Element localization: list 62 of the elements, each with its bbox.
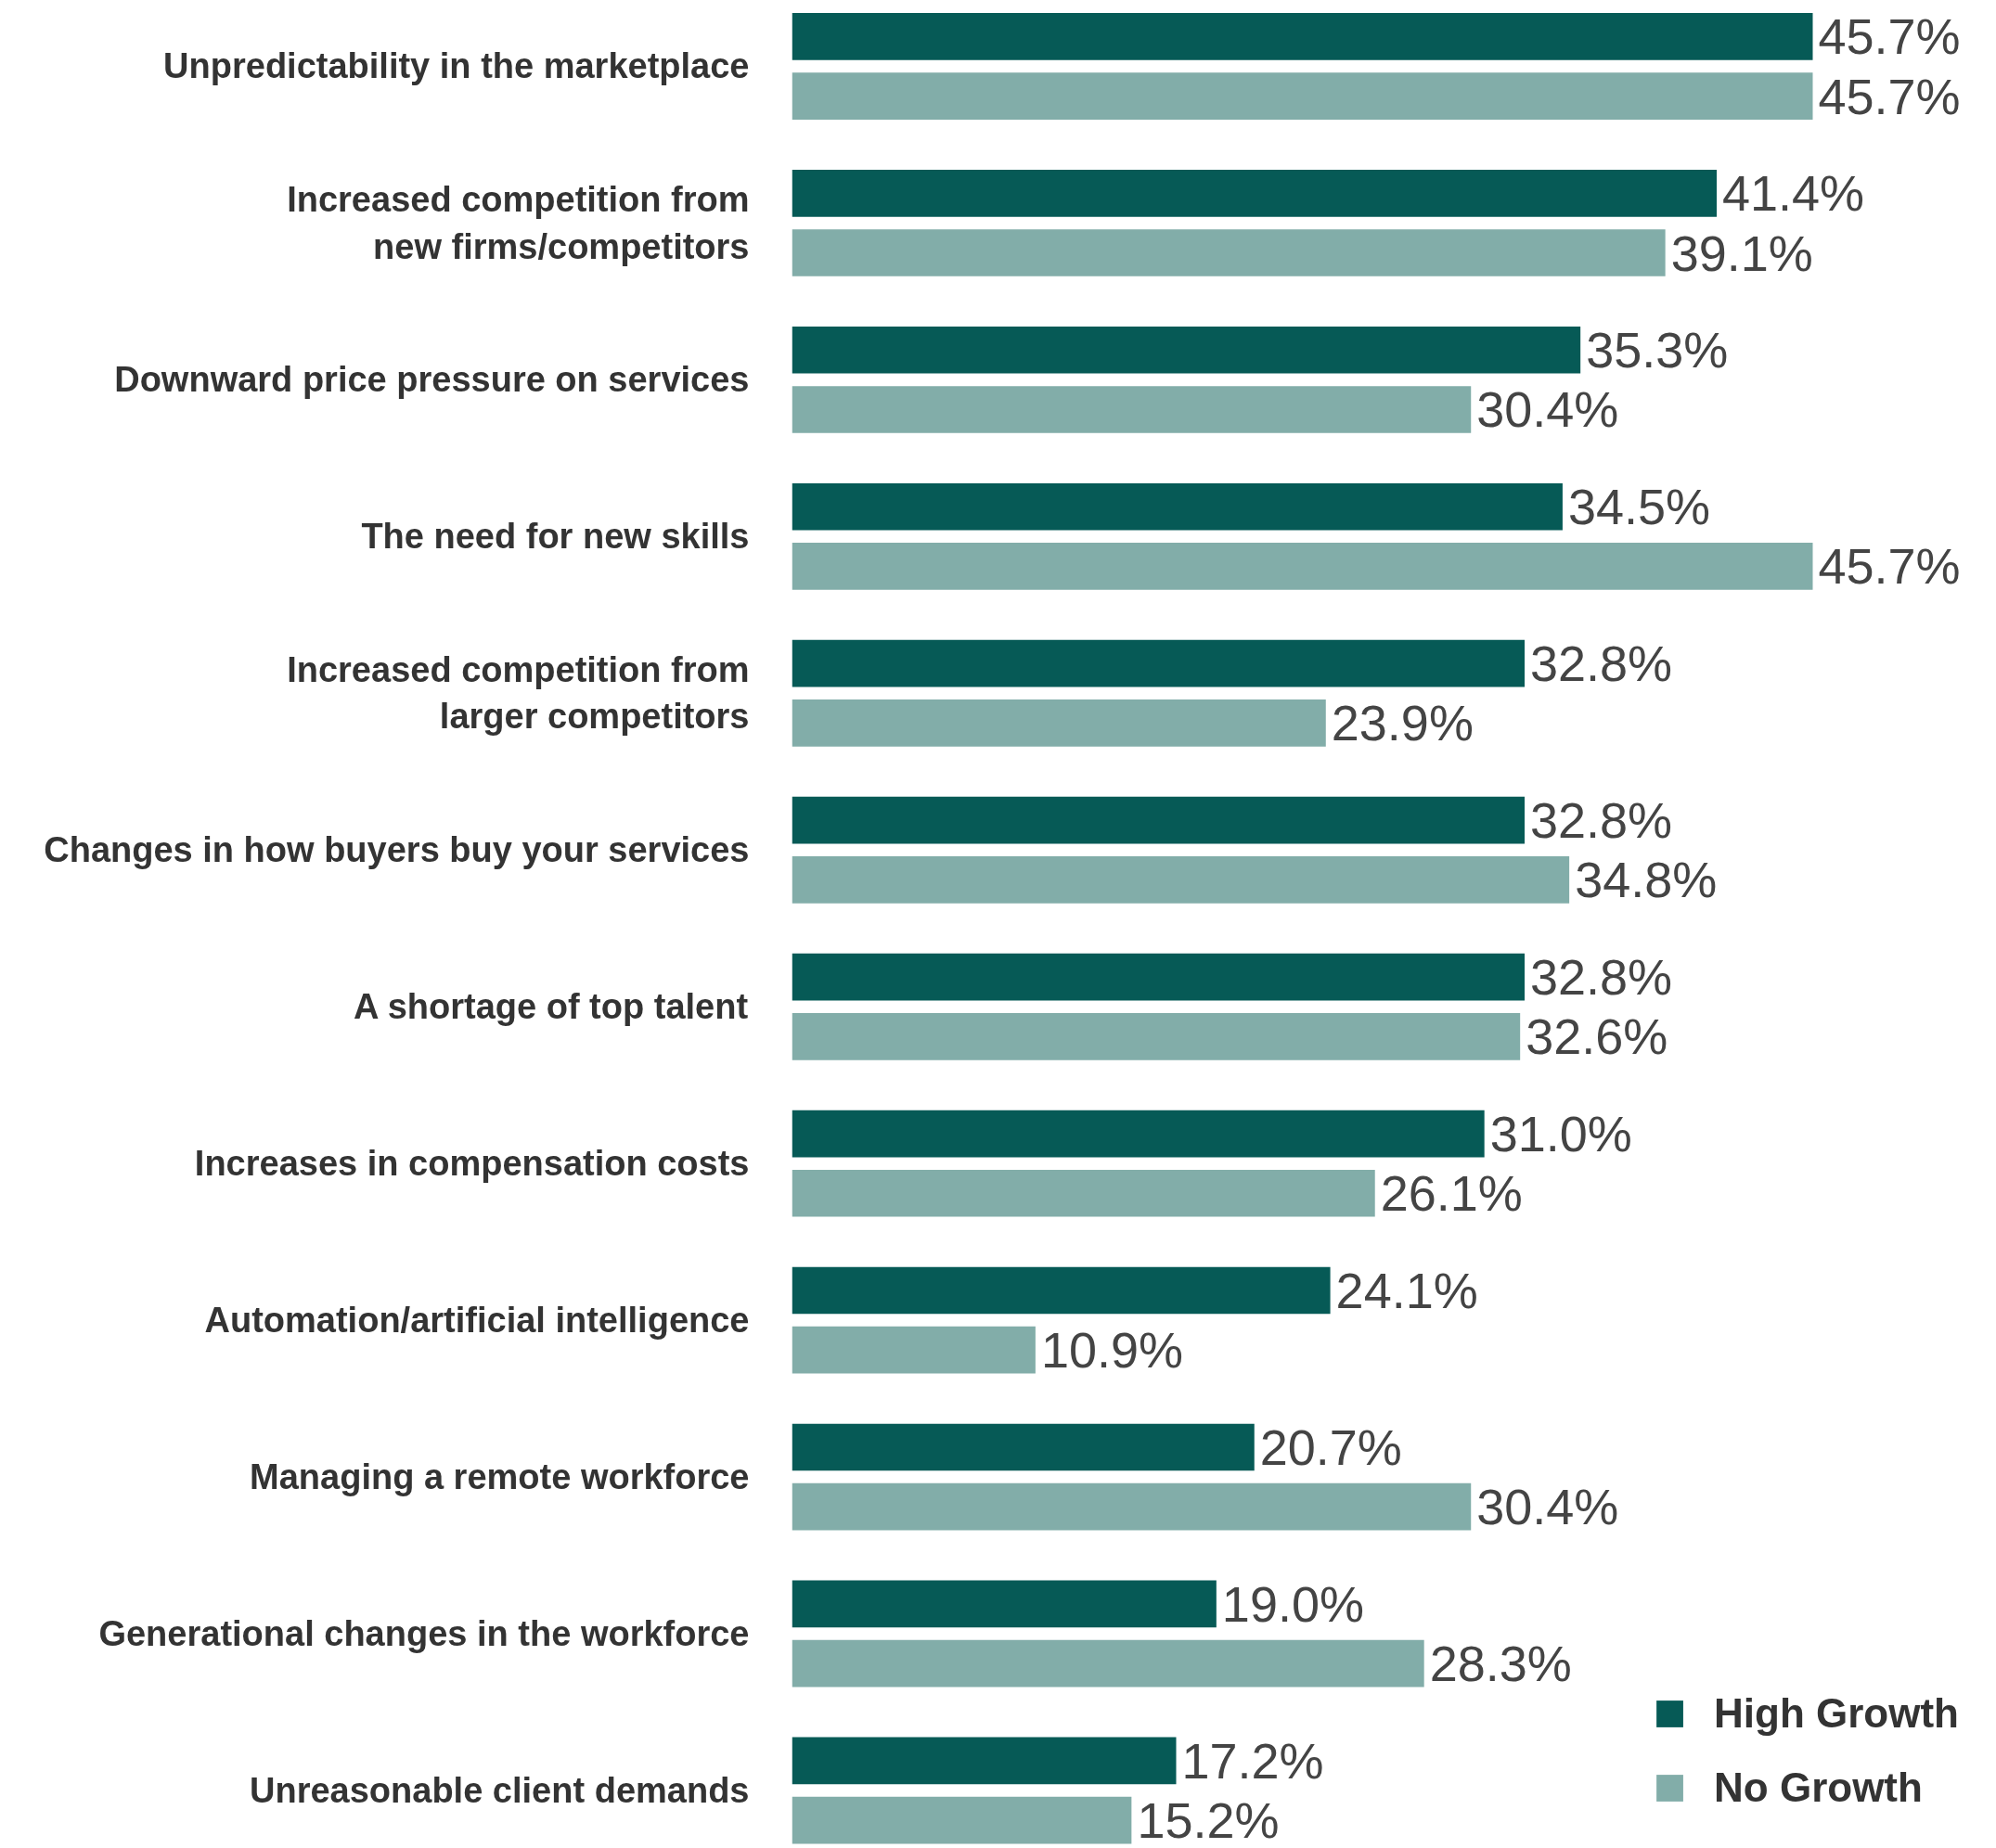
y-tick-label: Increases in compensation costs [194,1144,750,1184]
bar [792,1580,1217,1628]
y-tick-label: Automation/artificial intelligence [204,1301,750,1341]
bar [792,229,1666,276]
bar [792,639,1525,687]
data-label: 45.7% [1818,8,1961,65]
data-label: 10.9% [1040,1322,1184,1379]
bar [792,856,1570,904]
bar [792,1169,1375,1217]
data-label: 26.1% [1380,1165,1523,1222]
y-tick-label: Generational changes in the workforce [98,1614,750,1654]
data-label: 28.3% [1429,1636,1572,1692]
data-label: 23.9% [1331,695,1474,751]
bar [792,72,1813,120]
bar [792,1266,1331,1315]
data-label: 32.6% [1526,1008,1668,1065]
bar [792,326,1581,374]
data-label: 34.5% [1567,479,1711,535]
bar [792,1482,1472,1531]
bar [792,543,1813,590]
data-label: 39.1% [1670,225,1813,281]
data-label: 30.4% [1476,1479,1619,1535]
bar [792,1110,1485,1158]
data-label: 41.4% [1722,165,1865,222]
bar [792,1737,1177,1785]
bar [792,169,1717,217]
y-tick-label: The need for new skills [361,517,750,557]
data-label: 31.0% [1489,1106,1632,1162]
data-label: 45.7% [1818,538,1961,595]
y-tick-label: Downward price pressure on services [114,360,750,400]
bar [792,13,1813,60]
data-label: 45.7% [1818,68,1961,124]
data-label: 30.4% [1476,381,1619,438]
legend-label: High Growth [1714,1690,1959,1737]
data-label: 24.1% [1335,1263,1478,1319]
bar [792,1423,1255,1471]
data-label: 17.2% [1181,1732,1324,1789]
bar [792,1796,1132,1844]
bar [792,482,1563,531]
y-tick-label: Unpredictability in the marketplace [163,46,750,86]
data-label: 15.2% [1137,1792,1280,1848]
y-tick-label: A shortage of top talent [354,987,749,1027]
data-label: 32.8% [1530,635,1673,692]
data-label: 35.3% [1586,322,1729,379]
bar [792,1012,1521,1060]
y-tick-label: Changes in how buyers buy your services [44,830,750,870]
bar [792,796,1525,844]
y-tick-label: Increased competition from larger competitors [287,650,750,737]
data-label: 19.0% [1221,1575,1364,1632]
legend-label: No Growth [1714,1765,1923,1811]
data-label: 32.8% [1530,792,1673,849]
y-tick-label: Unreasonable client demands [250,1770,750,1810]
data-label: 34.8% [1575,852,1718,908]
data-label: 20.7% [1259,1418,1402,1475]
data-label: 32.8% [1530,949,1673,1006]
y-tick-label: Increased competition from new firms/competitors [287,180,750,266]
bar [792,1326,1036,1374]
y-tick-label: Managing a remote workforce [250,1457,750,1497]
bar [792,386,1472,433]
bar [792,953,1525,1001]
bar [792,699,1326,747]
bar [792,1639,1424,1688]
